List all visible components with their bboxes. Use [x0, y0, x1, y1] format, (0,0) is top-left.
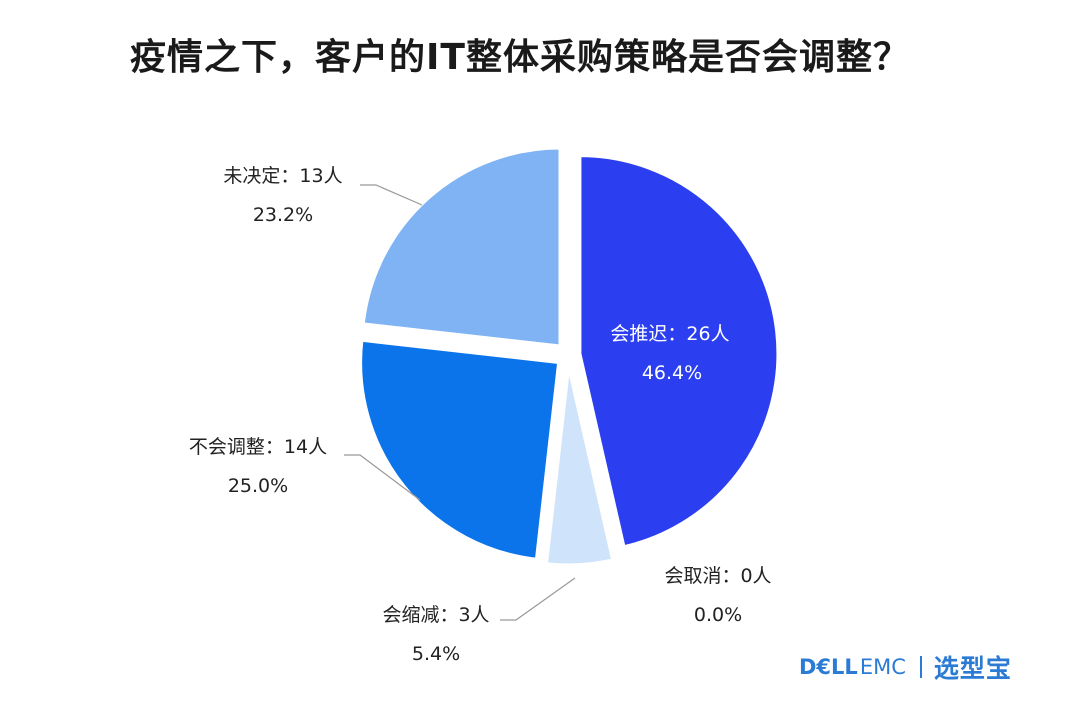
percent-cancel: 0.0%: [694, 604, 742, 626]
dell-logo: D€LL: [799, 655, 858, 679]
percent-undecided: 23.2%: [253, 204, 313, 226]
label-no-adjust: 不会调整：14人: [189, 436, 327, 458]
slice-undecided: [361, 146, 562, 348]
label-reduce: 会缩减：3人: [382, 604, 489, 626]
label-undecided: 未决定：13人: [223, 165, 342, 187]
leader-lines: [344, 184, 576, 621]
xuanxingbao-logo: 选型宝: [933, 654, 1012, 683]
brand-divider: [919, 656, 922, 678]
pie-slices: [359, 146, 780, 567]
leader-reduce: [500, 577, 576, 621]
slice-reduce: [544, 366, 615, 567]
slice-postpone: [578, 154, 780, 549]
percent-postpone: 46.4%: [642, 362, 702, 384]
emc-logo: EMC: [859, 655, 906, 679]
leader-undecided: [360, 184, 423, 206]
slice-no-adjust: [359, 338, 561, 561]
percent-reduce: 5.4%: [412, 643, 460, 665]
label-postpone: 会推迟：26人: [610, 323, 729, 345]
label-cancel: 会取消：0人: [664, 565, 771, 587]
percent-no-adjust: 25.0%: [228, 475, 288, 497]
leader-no-adjust: [344, 454, 421, 501]
chart-title: 疫情之下，客户的IT整体采购策略是否会调整？: [130, 37, 910, 78]
brand-logo: D€LL EMC 选型宝: [799, 652, 1012, 683]
